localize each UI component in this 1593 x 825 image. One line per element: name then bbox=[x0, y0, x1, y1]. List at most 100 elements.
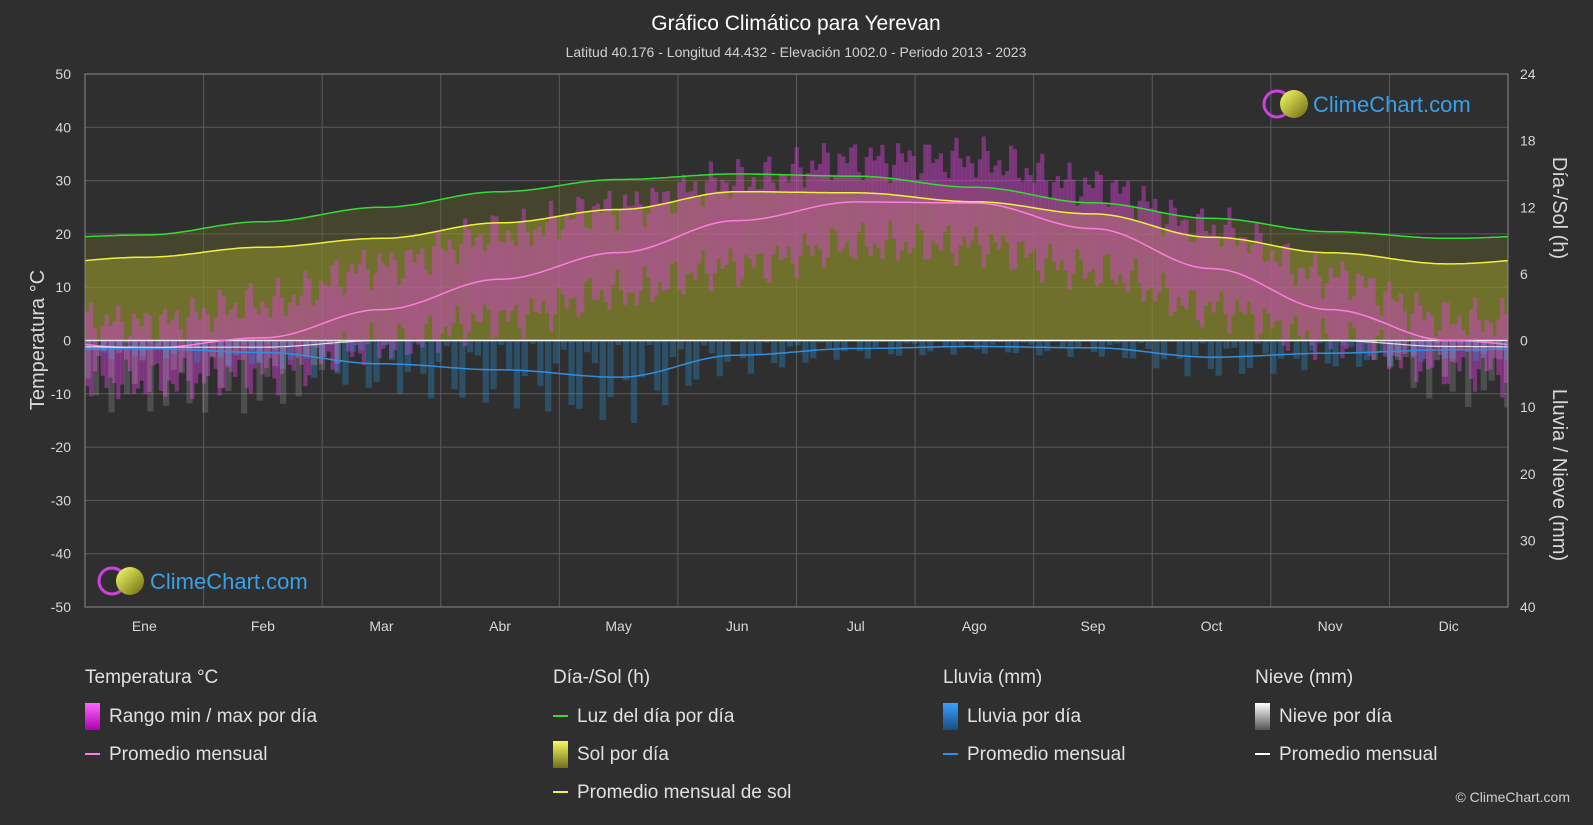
temperature-range-bar bbox=[361, 249, 366, 366]
temperature-range-bar bbox=[716, 190, 721, 259]
temperature-range-bar bbox=[1430, 315, 1435, 368]
temperature-range-bar bbox=[478, 234, 483, 323]
temperature-range-bar bbox=[451, 249, 456, 324]
month-label: Feb bbox=[251, 618, 275, 634]
rain-avg-line bbox=[85, 345, 1508, 378]
temperature-range-bar bbox=[786, 182, 791, 247]
rain-bar bbox=[584, 340, 591, 353]
rain-bar bbox=[1418, 340, 1425, 363]
chart-subtitle: Latitud 40.176 - Longitud 44.432 - Eleva… bbox=[566, 44, 1027, 60]
rain-bar bbox=[989, 340, 996, 345]
rain-bar bbox=[1114, 340, 1121, 344]
rain-bar bbox=[817, 340, 825, 343]
temperature-range-bar bbox=[545, 222, 550, 313]
snow-bar bbox=[155, 340, 162, 348]
rain-bar bbox=[833, 340, 840, 360]
temperature-range-bar bbox=[634, 191, 639, 306]
temperature-range-bar bbox=[1398, 293, 1404, 369]
rain-bar bbox=[880, 340, 887, 343]
temperature-range-bar bbox=[315, 300, 320, 348]
right-tick-label-hours: 6 bbox=[1520, 266, 1528, 282]
temperature-range-bar bbox=[428, 275, 433, 316]
temperature-range-bar bbox=[159, 315, 164, 392]
snow-bar bbox=[311, 340, 318, 366]
temperature-range-bar bbox=[205, 313, 211, 376]
temperature-range-bar bbox=[1348, 299, 1353, 322]
rain-bar bbox=[825, 340, 832, 349]
rain-bar bbox=[412, 340, 419, 343]
rain-bar bbox=[973, 340, 981, 350]
temperature-range-bar bbox=[502, 242, 507, 311]
temperature-range-bar bbox=[537, 226, 542, 314]
temperature-range-bar bbox=[463, 218, 468, 347]
temperature-range-bar bbox=[525, 232, 530, 315]
temperature-range-bar bbox=[1504, 313, 1508, 383]
temperature-range-bar bbox=[1305, 279, 1310, 331]
legend-swatch bbox=[943, 703, 958, 730]
temperature-range-bar bbox=[354, 273, 359, 346]
temperature-range-bar bbox=[654, 192, 659, 296]
temperature-range-bar bbox=[392, 259, 398, 351]
rain-bar bbox=[1161, 340, 1168, 360]
brand-logo-top[interactable]: ClimeChart.com bbox=[1262, 89, 1471, 119]
temperature-range-bar bbox=[1480, 332, 1485, 359]
rain-bar bbox=[272, 340, 279, 350]
temperature-range-bar bbox=[346, 271, 351, 352]
snow-bar bbox=[1441, 340, 1448, 377]
temperature-range-bar bbox=[1336, 277, 1341, 341]
temperature-range-bar bbox=[459, 243, 464, 324]
rain-bar bbox=[482, 340, 489, 403]
left-tick-label: 20 bbox=[55, 226, 71, 242]
rain-bar bbox=[162, 340, 170, 359]
rain-bar bbox=[1379, 340, 1386, 352]
temperature-range-bar bbox=[104, 314, 109, 388]
temperature-range-bar bbox=[151, 341, 156, 366]
rain-bar bbox=[841, 340, 848, 352]
legend-label: Promedio mensual bbox=[109, 744, 267, 765]
rain-bar bbox=[490, 340, 497, 390]
temperature-range-bar bbox=[763, 162, 768, 279]
right-tick-label-hours: 24 bbox=[1520, 66, 1536, 82]
temperature-range-bar bbox=[794, 146, 799, 279]
temperature-range-bar bbox=[1461, 329, 1466, 358]
month-label: Nov bbox=[1318, 618, 1343, 634]
temperature-range-bar bbox=[509, 240, 515, 312]
rain-bar bbox=[334, 340, 341, 374]
rain-bar bbox=[1355, 340, 1363, 367]
rain-bar bbox=[552, 340, 560, 364]
rain-bar bbox=[755, 340, 762, 354]
snow-bar bbox=[1418, 340, 1425, 346]
temperature-range-bar bbox=[369, 290, 374, 323]
legend-swatch bbox=[553, 741, 568, 768]
rain-bar bbox=[1480, 340, 1487, 355]
rain-bar bbox=[693, 340, 700, 380]
rain-bar bbox=[1129, 340, 1137, 359]
temperature-range-bar bbox=[1445, 302, 1450, 384]
rain-bar bbox=[1153, 340, 1160, 369]
temperature-range-bar bbox=[1297, 268, 1302, 336]
left-tick-label: -40 bbox=[51, 546, 71, 562]
temperature-range-bar bbox=[541, 236, 546, 301]
rain-bar bbox=[357, 340, 365, 351]
temperature-range-bar bbox=[1340, 260, 1345, 359]
temperature-range-bar bbox=[311, 305, 316, 347]
rain-bar bbox=[1262, 340, 1269, 354]
temperature-range-bar bbox=[747, 186, 752, 259]
rain-bar bbox=[786, 340, 793, 347]
temperature-range-bar bbox=[584, 227, 589, 282]
temperature-range-bar bbox=[506, 230, 511, 322]
rain-bar bbox=[155, 340, 162, 346]
temperature-range-bar bbox=[303, 271, 308, 387]
brand-logo-bottom[interactable]: ClimeChart.com bbox=[97, 566, 308, 596]
left-tick-label: -30 bbox=[51, 492, 71, 508]
snow-bar bbox=[1488, 340, 1495, 381]
temperature-range-bar bbox=[946, 178, 951, 226]
temperature-range-bar bbox=[396, 285, 402, 324]
rain-bar bbox=[435, 340, 443, 363]
temperature-range-bar bbox=[700, 206, 706, 251]
rain-bar bbox=[1426, 340, 1433, 348]
left-tick-label: -50 bbox=[51, 599, 71, 615]
snow-bar bbox=[108, 340, 115, 413]
temperature-range-bar bbox=[806, 172, 811, 246]
rain-bar bbox=[763, 340, 770, 343]
